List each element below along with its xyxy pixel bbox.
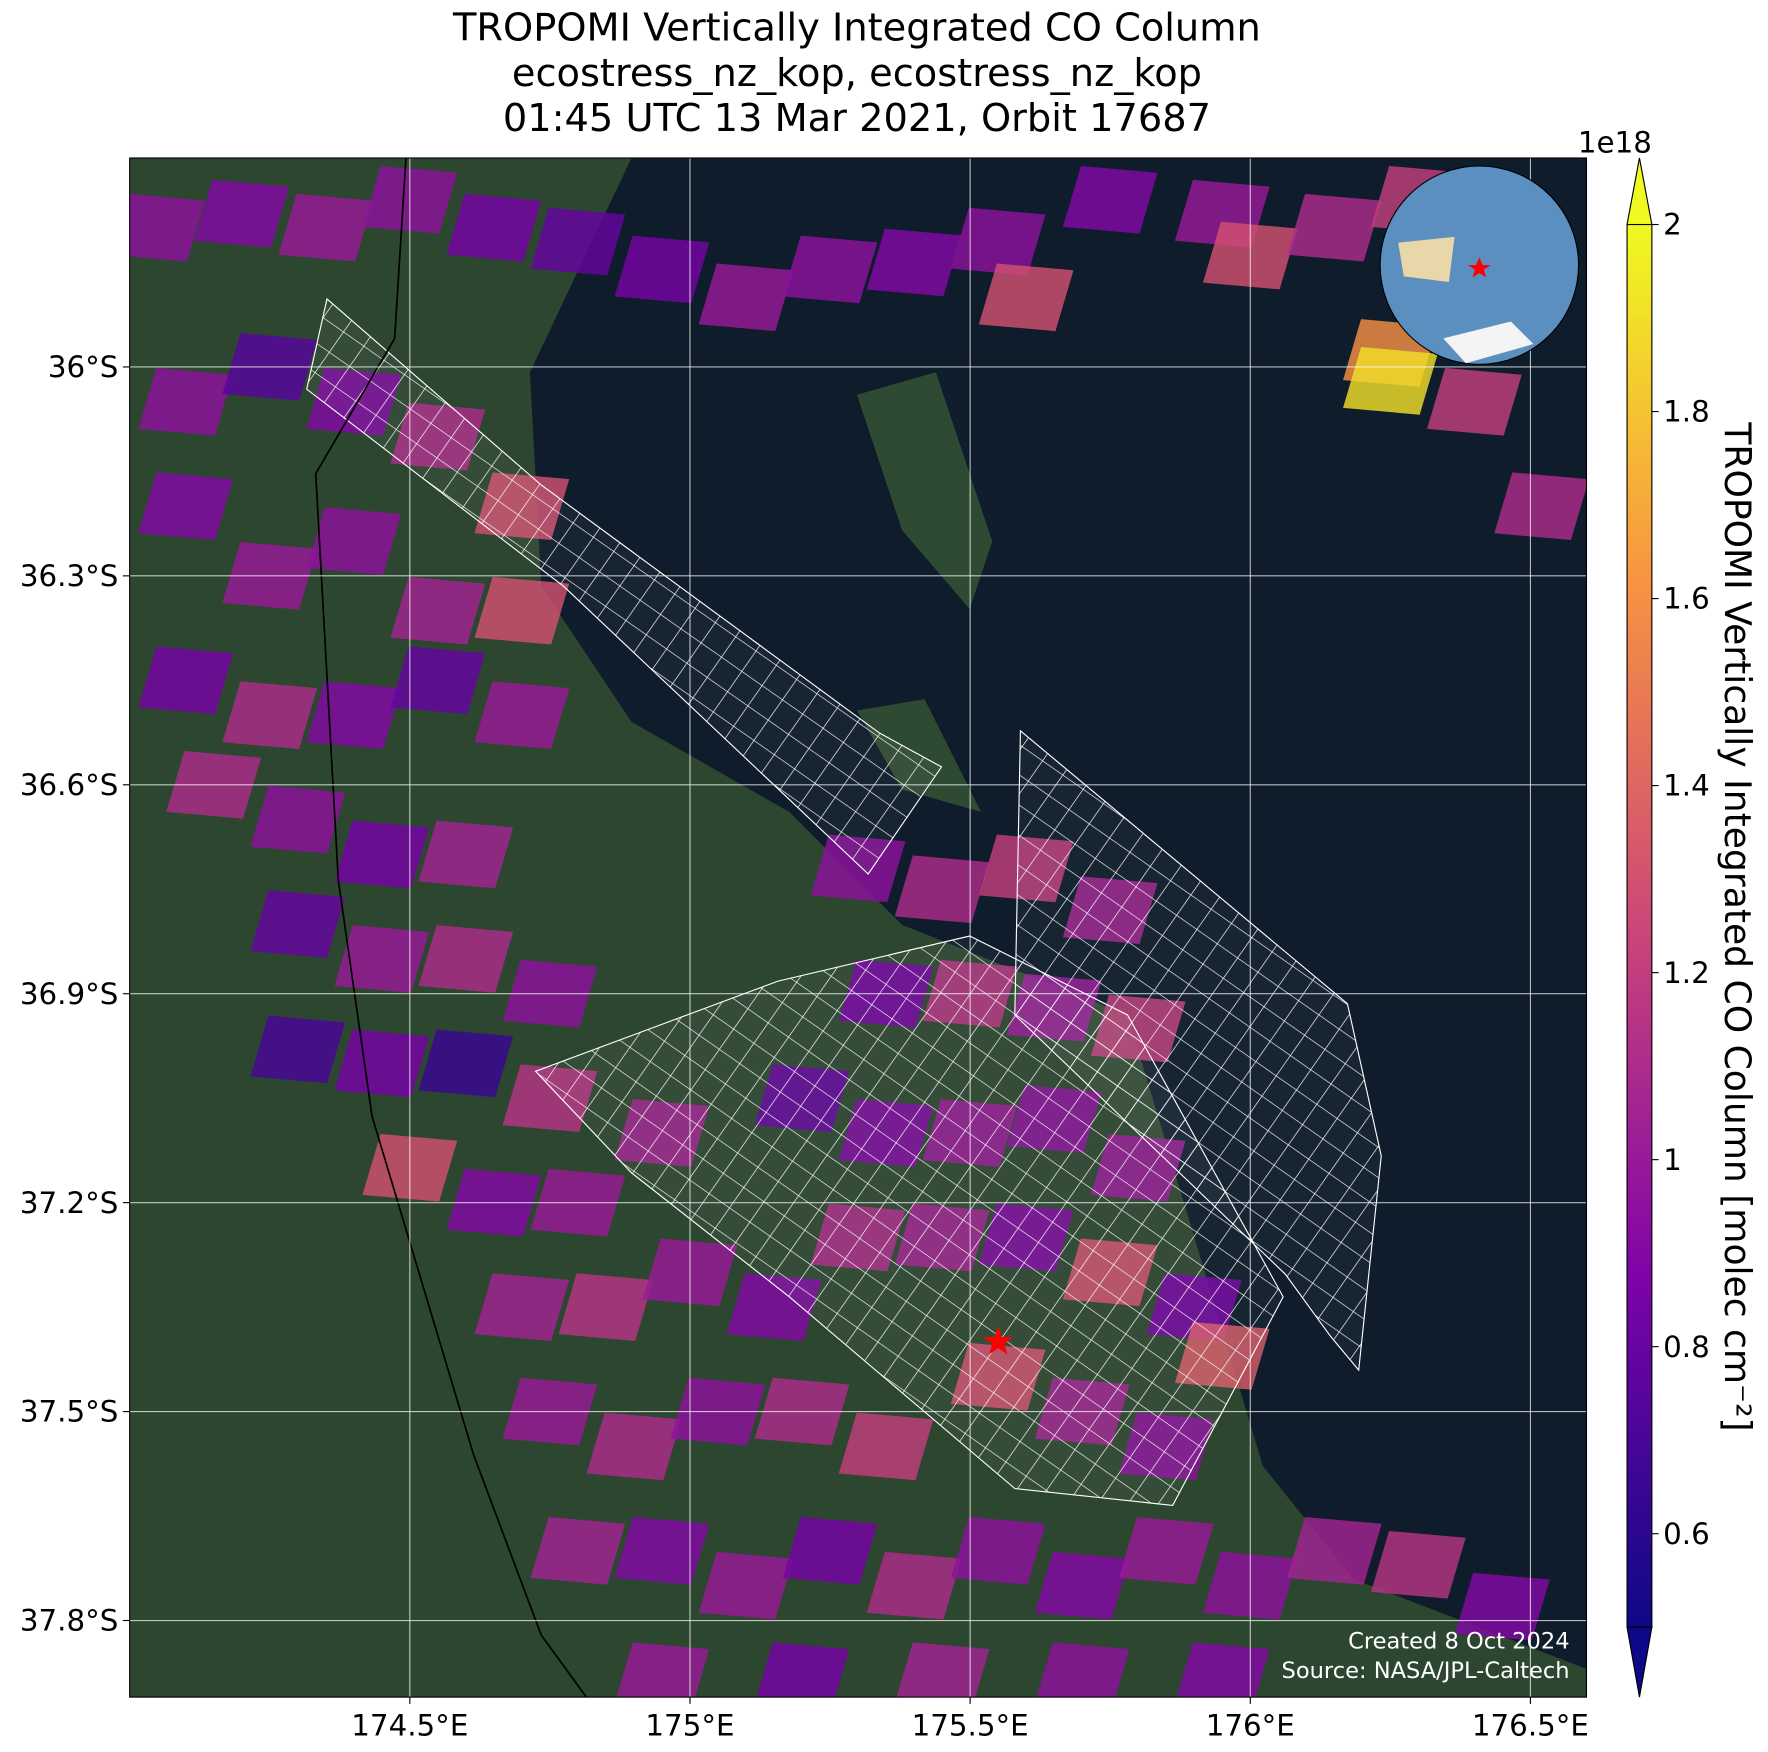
x-tick-label: 174.5°E bbox=[351, 1708, 468, 1742]
x-tick-label: 175°E bbox=[645, 1708, 734, 1742]
co-tile bbox=[250, 785, 346, 854]
co-tile bbox=[1286, 193, 1382, 262]
co-tile bbox=[1034, 1551, 1130, 1620]
co-tile bbox=[1176, 1642, 1270, 1698]
co-tile bbox=[334, 925, 430, 993]
inset-land bbox=[1398, 236, 1455, 283]
co-tile bbox=[278, 193, 374, 262]
co-tile bbox=[894, 855, 990, 924]
co-tile bbox=[138, 646, 234, 715]
co-tile bbox=[474, 1273, 570, 1341]
co-tile bbox=[698, 1551, 794, 1620]
co-tile bbox=[616, 1642, 710, 1698]
colorbar-tick-label: 1.4 bbox=[1663, 769, 1710, 803]
y-tick-label: 37.2°S bbox=[20, 1186, 118, 1220]
co-tile bbox=[838, 1412, 934, 1481]
co-tile bbox=[446, 193, 542, 262]
footer: Created 8 Oct 2024 bbox=[1348, 1629, 1569, 1655]
co-tile bbox=[756, 1642, 850, 1698]
colorbar-label: TROPOMI Vertically Integrated CO Column … bbox=[1716, 421, 1758, 1431]
y-tick-label: 37.8°S bbox=[20, 1604, 118, 1638]
colorbar-tick-label: 0.8 bbox=[1663, 1330, 1710, 1364]
co-tile bbox=[530, 207, 626, 276]
co-tile bbox=[474, 576, 570, 645]
co-tile bbox=[866, 1551, 962, 1620]
colorbar-tick-label: 1 bbox=[1663, 1143, 1682, 1177]
co-tile bbox=[222, 681, 318, 749]
co-tile bbox=[866, 228, 962, 297]
colorbar-tick-label: 0.6 bbox=[1663, 1517, 1710, 1551]
co-tile bbox=[1286, 1517, 1382, 1585]
colorbar-extend bbox=[1626, 157, 1653, 226]
colorbar-tick-label: 2 bbox=[1663, 208, 1682, 242]
y-tick-label: 37.5°S bbox=[20, 1395, 118, 1429]
co-tile bbox=[1494, 472, 1587, 541]
co-tile bbox=[1343, 347, 1438, 415]
colorbar-extend bbox=[1626, 1626, 1653, 1698]
subtitle: 01:45 UTC 13 Mar 2021, Orbit 17687 bbox=[503, 96, 1211, 141]
co-tile bbox=[390, 646, 486, 715]
co-tile bbox=[950, 1517, 1046, 1585]
co-tile bbox=[978, 263, 1074, 332]
co-tile bbox=[698, 263, 794, 332]
co-tile bbox=[530, 1517, 626, 1585]
island bbox=[856, 372, 993, 812]
subtitle: ecostress_nz_kop, ecostress_nz_kop bbox=[512, 51, 1202, 96]
colorbar-tick-label: 1.8 bbox=[1663, 395, 1710, 429]
co-tile bbox=[474, 681, 570, 749]
co-tile bbox=[390, 576, 486, 645]
y-tick-label: 36.3°S bbox=[20, 559, 118, 593]
co-tile bbox=[418, 925, 514, 993]
co-tile bbox=[614, 1517, 710, 1585]
co-tile bbox=[782, 235, 878, 304]
co-tile bbox=[306, 507, 402, 575]
x-tick-label: 176°E bbox=[1206, 1708, 1295, 1742]
co-tile bbox=[896, 1642, 990, 1698]
co-tile bbox=[1036, 1642, 1130, 1698]
co-tile bbox=[558, 1273, 654, 1341]
footprint bbox=[534, 935, 1284, 1507]
colorbar-tick-label: 1.2 bbox=[1663, 956, 1710, 990]
co-tile bbox=[334, 820, 430, 889]
coastline bbox=[314, 158, 588, 1698]
co-tile bbox=[418, 1029, 514, 1098]
inset-antarctica bbox=[1443, 321, 1534, 364]
co-tile bbox=[782, 1517, 878, 1585]
colorbar bbox=[1626, 223, 1653, 1628]
co-tile bbox=[138, 367, 234, 436]
co-tile bbox=[194, 179, 290, 248]
map-area: Created 8 Oct 2024 Source: NASA/JPL-Calt… bbox=[129, 158, 1587, 1698]
co-tile bbox=[250, 890, 346, 958]
x-tick-label: 175.5°E bbox=[912, 1708, 1029, 1742]
y-tick-label: 36.9°S bbox=[20, 977, 118, 1011]
inset-star bbox=[1468, 257, 1491, 278]
co-tile bbox=[334, 1029, 430, 1098]
target-star bbox=[983, 1326, 1014, 1355]
co-tile bbox=[1427, 367, 1522, 436]
axes-frame bbox=[129, 157, 1588, 1698]
y-tick-label: 36°S bbox=[48, 350, 119, 384]
co-tile bbox=[138, 472, 234, 541]
co-tile bbox=[1455, 1572, 1550, 1641]
colorbar-offset: 1e18 bbox=[1578, 125, 1652, 159]
x-tick-label: 176.5°E bbox=[1472, 1708, 1589, 1742]
y-tick-label: 36.6°S bbox=[20, 768, 118, 802]
colorbar-tick-label: 1.6 bbox=[1663, 582, 1710, 616]
co-tile bbox=[1118, 1517, 1214, 1585]
co-tile bbox=[1062, 165, 1158, 234]
title: TROPOMI Vertically Integrated CO Column bbox=[452, 6, 1261, 51]
co-tile bbox=[614, 235, 710, 304]
co-tile bbox=[418, 820, 514, 889]
footer: Source: NASA/JPL-Caltech bbox=[1282, 1658, 1570, 1684]
footprint bbox=[306, 297, 943, 875]
co-tile bbox=[129, 193, 206, 262]
co-tile bbox=[1371, 1530, 1466, 1599]
co-tile bbox=[950, 207, 1046, 276]
co-tile bbox=[250, 1015, 346, 1084]
co-tile bbox=[586, 1412, 682, 1481]
